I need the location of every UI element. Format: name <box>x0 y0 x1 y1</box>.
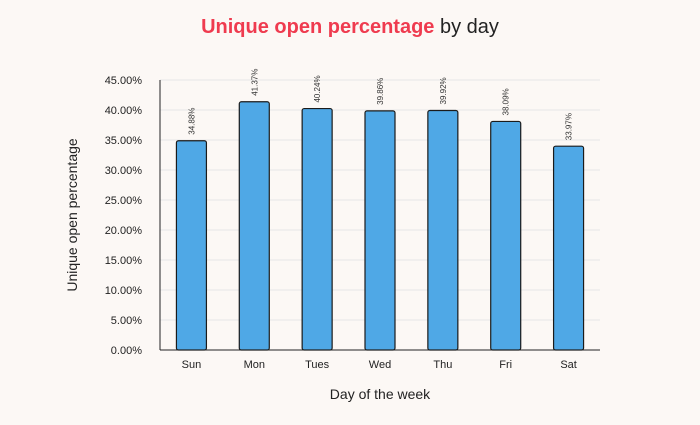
bar-thu <box>427 109 459 351</box>
y-tick-label: 35.00% <box>105 135 143 147</box>
bars <box>175 101 585 351</box>
value-label: 40.24% <box>313 75 322 102</box>
y-tick-label: 40.00% <box>105 105 143 117</box>
y-tick-label: 25.00% <box>105 195 143 207</box>
x-axis-label: Day of the week <box>330 386 431 402</box>
value-label: 34.88% <box>187 108 196 135</box>
bar-sat <box>552 145 585 351</box>
y-tick-label: 45.00% <box>105 75 143 87</box>
x-tick-label: Thu <box>433 359 452 371</box>
bar-tues <box>301 107 333 351</box>
x-axis-ticks: Sun Mon Tues Wed Thu Fri Sat <box>182 359 577 371</box>
value-label: 38.09% <box>502 88 511 115</box>
x-tick-label: Sun <box>182 359 202 371</box>
x-tick-label: Sat <box>560 359 577 371</box>
value-label: 33.97% <box>565 113 574 140</box>
value-label: 39.86% <box>376 78 385 105</box>
x-tick-label: Mon <box>244 359 265 371</box>
value-label: 39.92% <box>439 77 448 104</box>
y-tick-label: 0.00% <box>111 345 142 357</box>
y-tick-label: 10.00% <box>105 285 143 297</box>
y-tick-label: 5.00% <box>111 315 142 327</box>
value-labels: 34.88% 41.37% 40.24% 39.86% 39.92% 38.09% 33.9… <box>187 69 573 141</box>
chart-title-rest: by day <box>440 16 499 38</box>
y-tick-label: 20.00% <box>105 225 143 237</box>
bar-wed <box>364 110 396 351</box>
y-tick-label: 15.00% <box>105 255 143 267</box>
y-axis-ticks: 0.00% 5.00% 10.00% 15.00% 20.00% 25.00% 30.00%… <box>105 75 143 357</box>
value-label: 41.37% <box>250 69 259 96</box>
bar-fri <box>490 120 522 351</box>
bar-mon <box>238 101 270 351</box>
bar-sun <box>175 140 208 351</box>
chart-title-highlight: Unique open percentage <box>201 16 435 38</box>
x-tick-label: Tues <box>305 359 330 371</box>
y-tick-label: 30.00% <box>105 165 143 177</box>
x-tick-label: Fri <box>499 359 512 371</box>
y-axis-label: Unique open percentage <box>64 138 80 292</box>
chart-title: Unique open percentage by day <box>0 16 700 39</box>
x-tick-label: Wed <box>369 359 391 371</box>
